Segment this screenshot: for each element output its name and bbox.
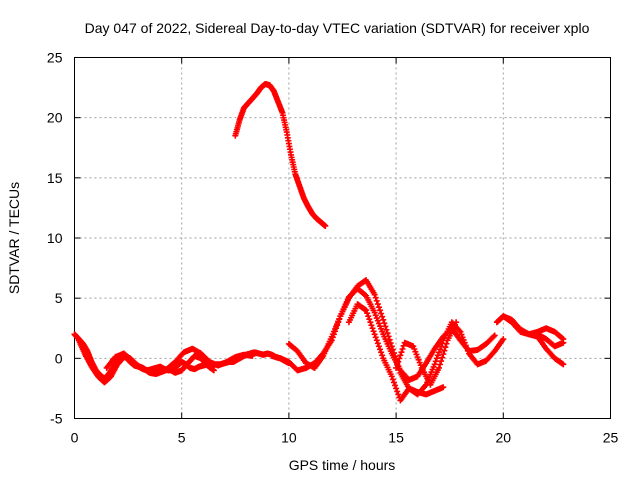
series-arc-3: [103, 345, 256, 375]
data-point: [396, 355, 403, 362]
data-point: [395, 391, 402, 398]
data-point: [441, 347, 448, 354]
data-point: [382, 323, 389, 330]
x-tick-label: 20: [496, 430, 512, 446]
data-point: [364, 310, 371, 317]
data-point: [433, 355, 440, 362]
data-point: [383, 326, 390, 333]
data-point: [380, 316, 387, 323]
chart-title: Day 047 of 2022, Sidereal Day-to-day VTE…: [85, 20, 590, 36]
data-point: [395, 358, 402, 365]
data-point: [435, 364, 442, 371]
data-point: [440, 384, 447, 391]
x-tick-label: 0: [71, 430, 79, 446]
data-point: [365, 313, 372, 320]
data-point: [388, 373, 395, 380]
data-point: [375, 304, 382, 311]
y-tick-label: 5: [55, 290, 63, 306]
data-point: [249, 352, 256, 359]
y-tick-label: -5: [50, 411, 63, 427]
x-tick-label: 25: [603, 430, 619, 446]
data-point: [371, 331, 378, 338]
data-point: [438, 358, 445, 365]
data-point: [381, 320, 388, 327]
series-arc-8: [393, 319, 460, 388]
series-arc-7: [345, 301, 447, 404]
data-point: [439, 354, 446, 361]
data-point: [392, 382, 399, 389]
data-point: [372, 294, 379, 301]
data-markers: [71, 80, 567, 404]
data-point: [366, 316, 373, 323]
axis-ticks: 0 5 10 15 20 25 -5 0 5 10 15 20 25: [47, 50, 619, 446]
data-point: [397, 352, 404, 359]
data-point: [390, 379, 397, 386]
data-point: [379, 313, 386, 320]
data-point: [379, 352, 386, 359]
y-axis-label: SDTVAR / TECUs: [6, 182, 22, 294]
data-point: [322, 222, 329, 229]
data-point: [500, 336, 507, 343]
data-point: [374, 301, 381, 308]
x-tick-label: 5: [178, 430, 186, 446]
data-point: [369, 325, 376, 332]
data-point: [367, 319, 374, 326]
gridlines: [74, 57, 611, 419]
data-point: [210, 367, 217, 374]
y-tick-label: 10: [47, 230, 63, 246]
x-axis-label: GPS time / hours: [289, 457, 396, 473]
y-tick-label: 20: [47, 110, 63, 126]
data-point: [375, 343, 382, 350]
data-point: [560, 339, 567, 346]
data-point: [437, 361, 444, 368]
x-tick-label: 10: [281, 430, 297, 446]
series-arc-2: [75, 337, 217, 386]
series-arc-4: [232, 80, 329, 229]
series-arc-10: [500, 313, 567, 368]
series-arc-5: [268, 277, 507, 398]
data-point: [490, 333, 497, 340]
data-point: [437, 346, 444, 353]
data-point: [398, 349, 405, 356]
data-point: [432, 358, 439, 365]
series-arc-11: [534, 331, 567, 350]
data-point: [453, 319, 460, 326]
data-point: [384, 330, 391, 337]
data-point: [560, 361, 567, 368]
data-point: [378, 349, 385, 356]
data-point: [431, 361, 438, 368]
data-point: [440, 351, 447, 358]
data-point: [373, 297, 380, 304]
data-point: [371, 291, 378, 298]
y-tick-label: 0: [55, 350, 63, 366]
data-point: [377, 346, 384, 353]
data-point: [442, 344, 449, 351]
x-tick-label: 15: [388, 430, 404, 446]
plot-frame: [74, 57, 611, 419]
data-point: [435, 349, 442, 356]
data-point: [368, 322, 375, 329]
data-point: [373, 337, 380, 344]
data-point: [434, 352, 441, 359]
data-point: [389, 376, 396, 383]
y-tick-label: 25: [47, 50, 63, 66]
data-point: [393, 385, 400, 392]
data-point: [393, 364, 400, 371]
data-point: [491, 332, 498, 339]
data-point: [394, 361, 401, 368]
data-point: [387, 339, 394, 346]
data-point: [399, 346, 406, 353]
data-point: [362, 291, 369, 298]
data-point: [372, 334, 379, 341]
data-point: [363, 307, 370, 314]
data-point: [370, 328, 377, 335]
data-point: [377, 307, 384, 314]
y-tick-label: 15: [47, 170, 63, 186]
series-arc-6: [285, 285, 498, 383]
data-point: [378, 310, 385, 317]
data-point: [394, 388, 401, 395]
data-point: [443, 340, 450, 347]
data-point: [374, 340, 381, 347]
